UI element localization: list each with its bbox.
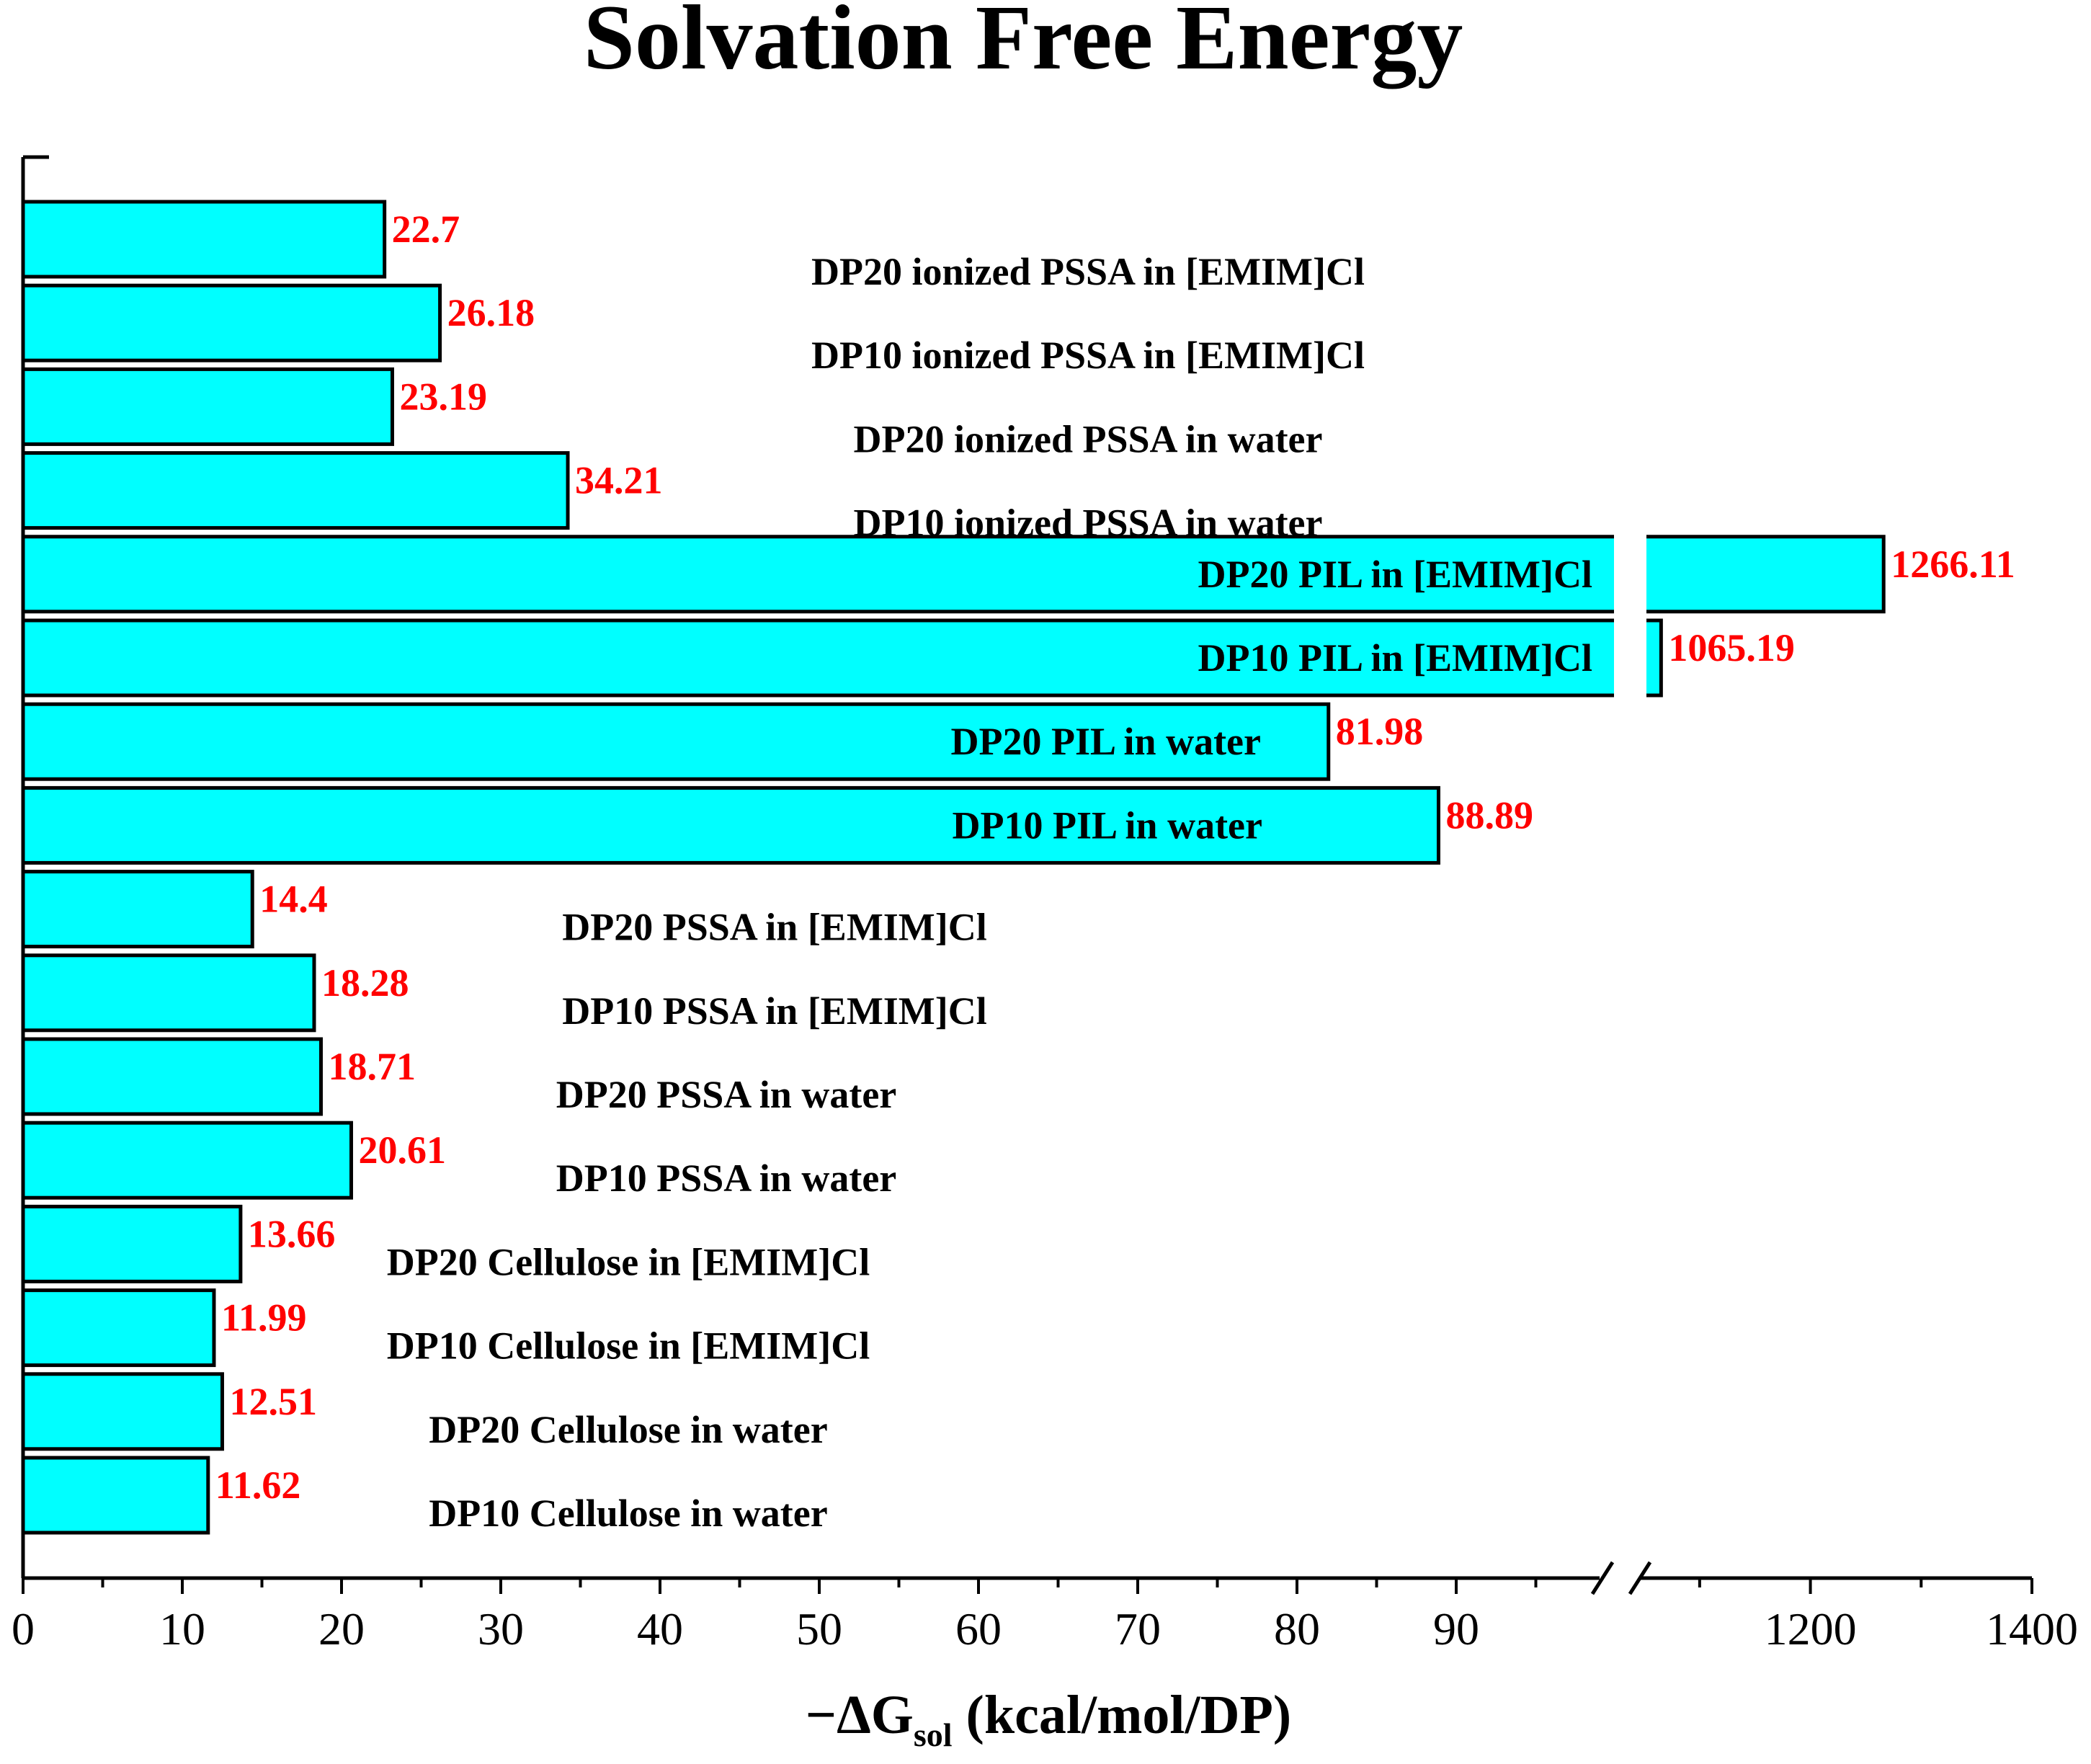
category-label: DP10 PIL in [EMIM]Cl bbox=[1198, 636, 1593, 680]
value-label: 18.28 bbox=[321, 961, 409, 1004]
bar bbox=[21, 1037, 323, 1116]
bar bbox=[21, 953, 316, 1033]
value-label: 11.62 bbox=[215, 1464, 301, 1507]
chart-title: Solvation Free Energy bbox=[584, 0, 1463, 89]
value-label: 22.7 bbox=[392, 208, 460, 251]
category-label: DP20 Cellulose in water bbox=[429, 1408, 827, 1451]
axis-break-mark-right bbox=[1628, 1561, 1652, 1595]
x-tick-label: 70 bbox=[1115, 1603, 1161, 1654]
bar bbox=[21, 1121, 353, 1200]
bar bbox=[21, 1288, 216, 1368]
bar bbox=[21, 1204, 243, 1283]
x-axis-label-subscript: sol bbox=[914, 1716, 953, 1753]
x-tick-label: 40 bbox=[637, 1603, 683, 1654]
category-label: DP10 PSSA in water bbox=[556, 1157, 897, 1200]
bar-segment-right bbox=[1646, 535, 1886, 614]
value-label: 20.61 bbox=[358, 1128, 445, 1172]
bar-segment-right bbox=[1646, 618, 1663, 698]
x-axis-label-main: −ΔG bbox=[806, 1685, 914, 1745]
bar bbox=[21, 870, 254, 949]
x-tick-label: 1200 bbox=[1765, 1603, 1857, 1654]
category-label: DP10 Cellulose in water bbox=[429, 1492, 827, 1535]
bar bbox=[21, 785, 1440, 865]
category-label: DP20 PSSA in [EMIM]Cl bbox=[562, 906, 987, 949]
x-axis-label-unit: (kcal/mol/DP) bbox=[953, 1685, 1292, 1745]
bar bbox=[21, 1372, 224, 1451]
x-tick-label: 50 bbox=[796, 1603, 842, 1654]
x-tick-label: 60 bbox=[955, 1603, 1002, 1654]
bar bbox=[21, 1456, 210, 1535]
x-tick-label: 80 bbox=[1274, 1603, 1320, 1654]
x-tick-label: 1400 bbox=[1986, 1603, 2078, 1654]
plot-area: 0 10 20 30 40 50 60 70 80 90 1200 1400 22.7 DP20 ioni… bbox=[12, 155, 2078, 1654]
category-label: DP10 Cellulose in [EMIM]Cl bbox=[387, 1324, 870, 1368]
x-tick-label: 10 bbox=[159, 1603, 205, 1654]
category-label: DP20 ionized PSSA in [EMIM]Cl bbox=[811, 250, 1365, 293]
value-label: 23.19 bbox=[399, 375, 487, 418]
bar bbox=[21, 200, 387, 279]
category-label: DP20 PSSA in water bbox=[556, 1073, 897, 1116]
bar bbox=[21, 451, 570, 530]
bar-segment-left bbox=[21, 535, 1614, 614]
x-tick-label: 20 bbox=[318, 1603, 365, 1654]
axis-break-mark-left bbox=[1590, 1561, 1615, 1595]
bar bbox=[21, 367, 394, 446]
bar-break-gap bbox=[1614, 533, 1646, 615]
category-label: DP20 PIL in [EMIM]Cl bbox=[1198, 553, 1593, 596]
value-label: 12.51 bbox=[229, 1380, 317, 1423]
x-tick-label: 30 bbox=[478, 1603, 524, 1654]
value-label: 14.4 bbox=[259, 878, 328, 921]
bar bbox=[21, 283, 442, 362]
value-label: 1266.11 bbox=[1891, 543, 2015, 586]
bar-segment-left bbox=[21, 618, 1614, 698]
value-label: 88.89 bbox=[1445, 793, 1533, 837]
category-label: DP10 ionized PSSA in [EMIM]Cl bbox=[811, 334, 1365, 377]
category-label: DP20 PIL in water bbox=[951, 720, 1261, 763]
category-label: DP20 Cellulose in [EMIM]Cl bbox=[387, 1240, 870, 1283]
value-label: 18.71 bbox=[328, 1045, 415, 1088]
value-label: 1065.19 bbox=[1668, 626, 1795, 669]
value-label: 11.99 bbox=[221, 1296, 307, 1340]
x-tick-label: 0 bbox=[12, 1603, 35, 1654]
value-label: 34.21 bbox=[575, 459, 663, 502]
bar bbox=[21, 702, 1331, 781]
category-label: DP20 ionized PSSA in water bbox=[853, 417, 1322, 460]
value-label: 13.66 bbox=[248, 1212, 336, 1255]
category-label: DP10 PSSA in [EMIM]Cl bbox=[562, 989, 987, 1033]
x-tick-label: 90 bbox=[1433, 1603, 1479, 1654]
bar-break-gap bbox=[1614, 618, 1646, 698]
category-label: DP10 PIL in water bbox=[953, 803, 1262, 847]
x-axis-label: −ΔGsol (kcal/mol/DP) bbox=[806, 1685, 1291, 1753]
value-label: 26.18 bbox=[447, 291, 535, 334]
value-label: 81.98 bbox=[1336, 710, 1424, 753]
